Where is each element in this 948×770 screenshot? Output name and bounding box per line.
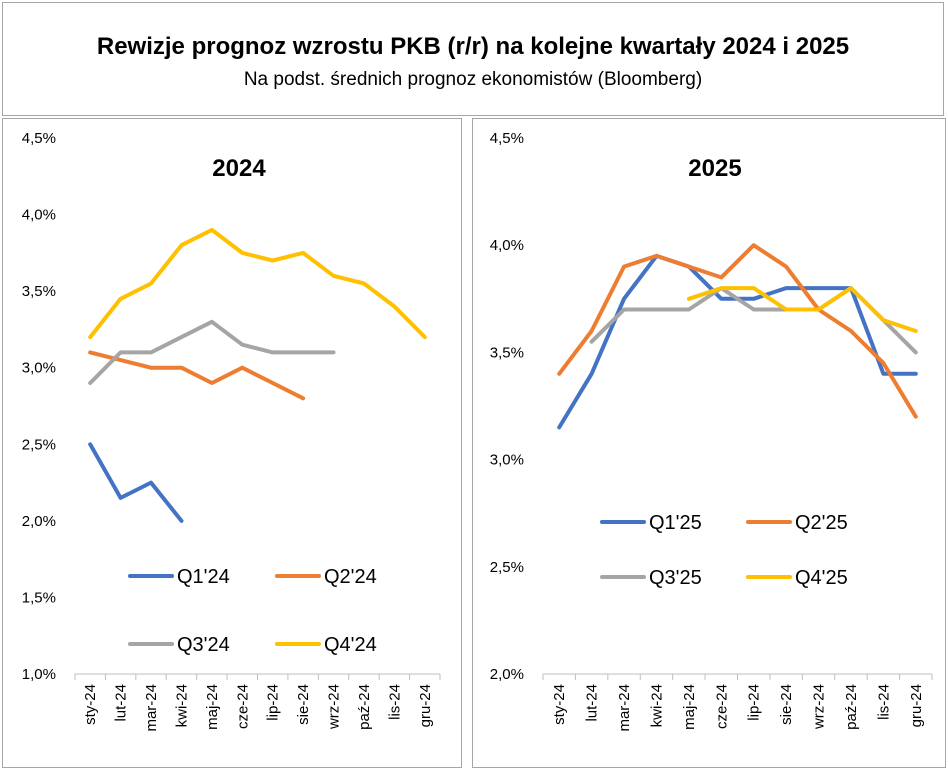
x-tick-label: kwi-24 [648, 684, 665, 727]
legend-label: Q1'24 [177, 566, 230, 588]
x-tick-label: wrz-24 [811, 684, 828, 730]
x-tick-label: maj-24 [204, 684, 221, 730]
y-tick-label: 3,5% [22, 283, 56, 300]
x-tick-label: paź-24 [843, 684, 860, 730]
y-tick-label: 1,5% [22, 589, 56, 606]
x-tick-label: cze-24 [234, 684, 251, 729]
y-tick-label: 4,5% [490, 130, 524, 147]
chart-title-2024: 2024 [212, 155, 266, 182]
x-tick-label: lut-24 [584, 684, 601, 722]
legend-label: Q4'24 [324, 634, 377, 656]
x-tick-label: maj-24 [681, 684, 698, 730]
legend-label: Q3'25 [649, 567, 702, 589]
x-tick-label: gru-24 [908, 684, 925, 727]
x-tick-label: gru-24 [417, 684, 434, 727]
series-line-Q225 [557, 243, 918, 419]
x-tick-label: mar-24 [143, 684, 160, 732]
chart-2025-frame [472, 118, 946, 768]
chart-2025: 2025 2,0% 2,5% 3,0% 3,5% 4,0% 4,5% sty-24 lut-24… [490, 130, 933, 732]
y-tick-label: 2,5% [490, 559, 524, 576]
series-line-Q224 [88, 350, 306, 401]
legend-label: Q2'24 [324, 566, 377, 588]
y-tick-label: 3,0% [490, 452, 524, 469]
y-tick-label: 4,5% [22, 130, 56, 147]
chart-2024: 2024 1,0% 1,5% 2,0% 2,5% 3,0% 3,5% 4,0% 4,5% sty-… [22, 130, 441, 732]
series-line-Q424 [88, 227, 427, 340]
x-tick-label: lip-24 [265, 684, 282, 721]
y-tick-label: 1,0% [22, 666, 56, 683]
series-line-Q425 [686, 286, 918, 333]
header-box: Rewizje prognoz wzrostu PKB (r/r) na kol… [2, 2, 944, 116]
x-tick-label: wrz-24 [326, 684, 343, 730]
y-tick-label: 2,5% [22, 436, 56, 453]
y-tick-label: 4,0% [22, 207, 56, 224]
x-tick-label: lis-24 [875, 684, 892, 720]
legend-label: Q4'25 [795, 567, 848, 589]
series-line-Q124 [88, 442, 184, 523]
legend-label: Q3'24 [177, 634, 230, 656]
x-tick-label: sty-24 [551, 684, 568, 725]
legend-label: Q1'25 [649, 512, 702, 534]
y-tick-label: 3,5% [490, 344, 524, 361]
x-tick-label: sie-24 [295, 684, 312, 725]
x-tick-label: lis-24 [386, 684, 403, 720]
x-tick-label: mar-24 [616, 684, 633, 732]
x-tick-label: sty-24 [82, 684, 99, 725]
x-tick-label: kwi-24 [173, 684, 190, 727]
x-tick-label: lip-24 [746, 684, 763, 721]
x-tick-label: paź-24 [356, 684, 373, 730]
y-tick-label: 2,0% [22, 513, 56, 530]
x-tick-label: lut-24 [113, 684, 130, 722]
series-line-Q324 [88, 319, 336, 385]
x-tick-label: sie-24 [778, 684, 795, 725]
chart-title-2025: 2025 [688, 155, 741, 182]
sub-title: Na podst. średnich prognoz ekonomistów (… [243, 69, 703, 90]
y-tick-label: 3,0% [22, 360, 56, 377]
main-title: Rewizje prognoz wzrostu PKB (r/r) na kol… [96, 33, 850, 60]
legend-label: Q2'25 [795, 512, 848, 534]
chart-2024-frame [2, 118, 462, 768]
y-tick-label: 4,0% [490, 237, 524, 254]
y-tick-label: 2,0% [490, 666, 524, 683]
x-tick-label: cze-24 [713, 684, 730, 729]
